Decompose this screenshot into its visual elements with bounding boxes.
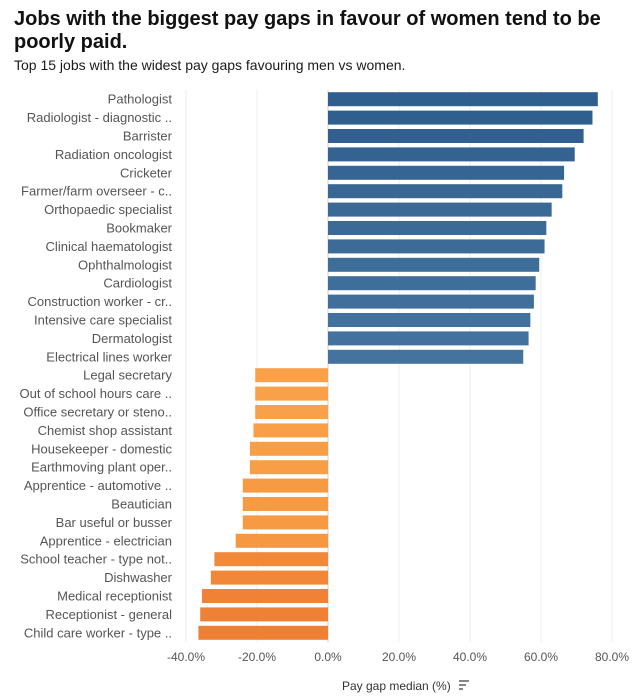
- bar[interactable]: [328, 276, 536, 291]
- category-label: Ophthalmologist: [78, 257, 172, 272]
- category-label: Dermatologist: [92, 331, 173, 346]
- category-label: Radiologist - diagnostic ..: [27, 110, 172, 125]
- bar[interactable]: [249, 441, 328, 456]
- category-label: Radiation oncologist: [55, 147, 172, 162]
- category-label: Bookmaker: [106, 221, 172, 236]
- x-tick-label: 60.0%: [524, 650, 558, 664]
- x-tick-label: 0.0%: [314, 650, 342, 664]
- sort-descending-icon[interactable]: [459, 680, 469, 690]
- bar[interactable]: [328, 349, 524, 364]
- bar[interactable]: [242, 497, 328, 511]
- x-axis-title: Pay gap median (%): [342, 679, 451, 693]
- category-label: Bar useful or busser: [56, 515, 173, 530]
- x-tick-label: -40.0%: [167, 650, 205, 664]
- bar[interactable]: [210, 570, 328, 585]
- bar[interactable]: [328, 165, 565, 180]
- gridlines: [185, 90, 613, 642]
- bar[interactable]: [328, 184, 563, 199]
- category-label: Legal secretary: [83, 368, 172, 383]
- bar[interactable]: [198, 625, 328, 640]
- category-label: Chemist shop assistant: [38, 423, 173, 438]
- bar[interactable]: [328, 147, 575, 162]
- bar[interactable]: [328, 294, 534, 309]
- category-label: Cricketer: [120, 165, 173, 180]
- category-label: Office secretary or steno..: [23, 405, 172, 420]
- category-label: Electrical lines worker: [46, 349, 172, 364]
- bar[interactable]: [328, 313, 531, 327]
- bar[interactable]: [328, 202, 552, 217]
- category-label: Out of school hours care ..: [20, 386, 172, 401]
- x-tick-label: 80.0%: [595, 650, 629, 664]
- bar[interactable]: [328, 239, 545, 254]
- category-label: Child care worker - type ..: [24, 625, 172, 640]
- bar[interactable]: [255, 368, 328, 383]
- chart-title: Jobs with the biggest pay gaps in favour…: [14, 8, 601, 53]
- category-label: Housekeeper - domestic: [31, 441, 172, 456]
- category-label: Medical receptionist: [57, 589, 172, 604]
- category-label: Orthopaedic specialist: [44, 202, 172, 217]
- category-label: Dishwasher: [104, 570, 173, 585]
- category-label: School teacher - type not..: [20, 552, 172, 567]
- chart-subtitle: Top 15 jobs with the widest pay gaps fav…: [14, 57, 406, 73]
- category-labels: Pathologist Radiologist - diagnostic .. Ba…: [20, 92, 173, 641]
- bar[interactable]: [249, 460, 328, 475]
- bar[interactable]: [328, 257, 540, 272]
- bar[interactable]: [328, 331, 529, 346]
- bar[interactable]: [328, 92, 598, 107]
- bar-series: [198, 92, 598, 640]
- bar[interactable]: [328, 110, 593, 125]
- category-label: Apprentice - electrician: [40, 533, 172, 548]
- category-label: Pathologist: [108, 92, 173, 107]
- bar[interactable]: [235, 533, 328, 548]
- bar[interactable]: [255, 405, 328, 419]
- x-tick-label: -20.0%: [238, 650, 276, 664]
- category-label: Farmer/farm overseer - c..: [21, 184, 172, 199]
- bar[interactable]: [253, 423, 328, 438]
- bar[interactable]: [200, 607, 328, 622]
- bar[interactable]: [328, 129, 584, 143]
- category-label: Apprentice - automotive ..: [24, 478, 172, 493]
- category-label: Receptionist - general: [46, 607, 173, 622]
- x-tick-label: 40.0%: [453, 650, 487, 664]
- x-tick-labels: -40.0% -20.0% 0.0% 20.0% 40.0% 60.0% 80.0%: [167, 650, 629, 664]
- category-label: Earthmoving plant oper..: [31, 460, 172, 475]
- bar[interactable]: [214, 552, 328, 567]
- category-label: Barrister: [123, 129, 173, 144]
- bar[interactable]: [242, 478, 328, 493]
- category-label: Clinical haematologist: [46, 239, 173, 254]
- category-label: Intensive care specialist: [34, 313, 172, 328]
- bar[interactable]: [255, 386, 328, 401]
- x-tick-label: 20.0%: [382, 650, 416, 664]
- bar[interactable]: [328, 221, 547, 235]
- bar[interactable]: [242, 515, 328, 530]
- category-label: Beautician: [111, 497, 172, 512]
- category-label: Cardiologist: [103, 276, 172, 291]
- category-label: Construction worker - cr..: [28, 294, 173, 309]
- bar[interactable]: [201, 589, 328, 603]
